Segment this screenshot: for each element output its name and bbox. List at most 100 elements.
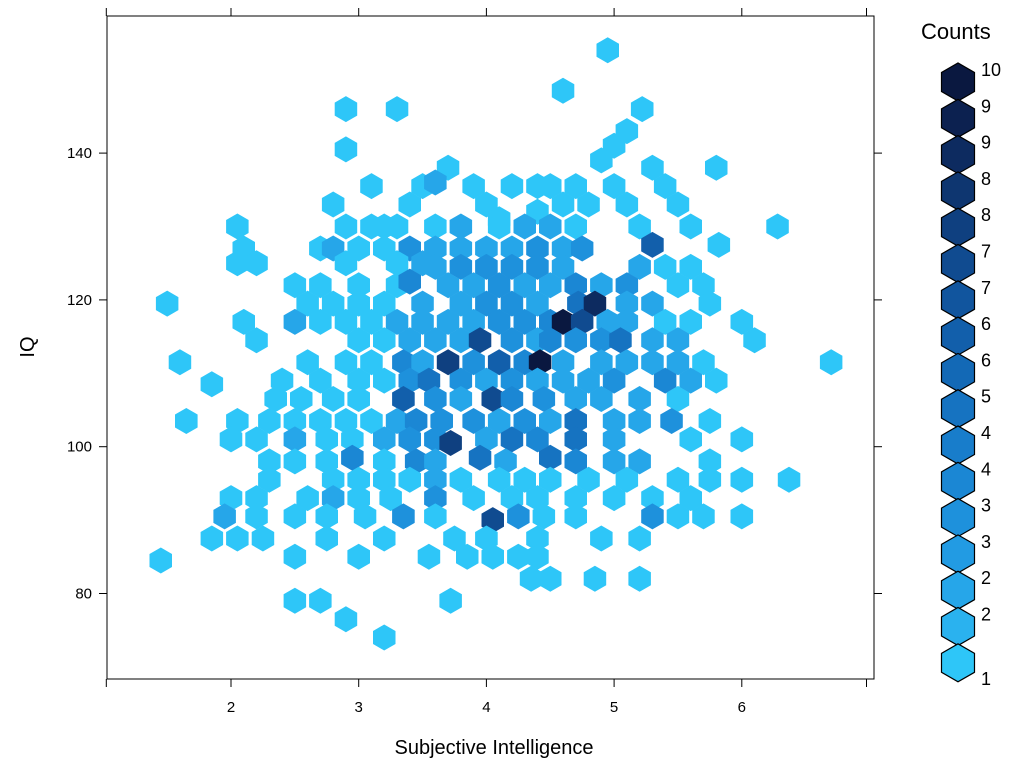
hex-cell (449, 213, 473, 240)
legend-label: 2 (981, 605, 991, 625)
hex-cell (353, 503, 377, 530)
hex-cell (539, 408, 562, 434)
hex-cell (743, 327, 766, 354)
hex-cell (679, 485, 702, 512)
hex-cell (347, 466, 370, 493)
hex-cell (583, 565, 607, 592)
legend-swatch (940, 352, 976, 393)
hex-cell (226, 213, 249, 240)
hex-cell (666, 466, 690, 493)
hex-cell (539, 466, 562, 493)
hex-cell (334, 213, 358, 240)
hex-cell (641, 290, 664, 317)
hex-cell (679, 308, 702, 335)
hex-cell (500, 367, 524, 394)
hex-cell (347, 386, 370, 412)
hex-cell (385, 308, 409, 335)
legend-swatch (940, 606, 976, 647)
legend-swatch (940, 461, 976, 501)
plot-area (149, 37, 843, 651)
legend-label: 3 (981, 496, 991, 516)
hex-cell (439, 430, 462, 456)
hex-cell (526, 525, 549, 552)
hex-cell (283, 426, 307, 453)
legend-swatch (940, 425, 976, 465)
hex-cell (526, 235, 549, 262)
hex-cell (513, 213, 536, 240)
hex-cell (296, 290, 319, 317)
hex-cell (487, 272, 511, 299)
hex-cell (321, 191, 345, 218)
hex-cell (615, 466, 639, 493)
hex-cell (641, 349, 664, 376)
hex-cell (462, 272, 485, 299)
hex-cell (398, 268, 421, 295)
hex-cell (341, 444, 364, 471)
legend-label: 9 (981, 96, 991, 116)
hex-cell (615, 290, 639, 317)
hex-cell (309, 587, 332, 614)
hex-cell (513, 466, 536, 493)
hex-cell (417, 543, 441, 570)
hex-cell (468, 444, 492, 471)
hex-cell (577, 367, 600, 394)
hex-cell (679, 426, 702, 453)
hex-cell (641, 154, 664, 181)
hex-cell (334, 349, 358, 376)
hex-cell (539, 444, 562, 471)
hex-cell (628, 565, 651, 592)
hex-cell (456, 543, 479, 570)
hex-cell (551, 191, 575, 218)
hex-cell (347, 290, 370, 317)
hex-cell (564, 426, 587, 453)
hex-cell (315, 525, 338, 552)
hex-cell (551, 253, 575, 280)
legend-swatch (940, 570, 976, 610)
hex-cell (385, 213, 409, 240)
hex-cell (577, 191, 600, 218)
hex-cell (590, 386, 613, 412)
hex-cell (309, 272, 332, 299)
hex-cell (628, 448, 651, 475)
hex-cell (424, 169, 447, 196)
hex-cell (334, 606, 358, 633)
hex-cell (551, 349, 575, 376)
hex-cell (653, 173, 677, 200)
y-axis-title: IQ (17, 336, 39, 357)
hex-cell (539, 327, 562, 354)
x-tick-label: 6 (738, 699, 746, 716)
hex-cell (462, 173, 485, 200)
hex-cell (766, 213, 789, 240)
hex-cell (630, 96, 654, 123)
hex-cell (564, 327, 587, 354)
hex-cell (321, 290, 345, 317)
legend-label: 4 (981, 459, 991, 479)
hex-cell (155, 290, 179, 317)
hex-cell (251, 525, 275, 552)
legend-swatch (940, 134, 976, 175)
hex-cell (698, 466, 722, 493)
hex-cell (264, 386, 287, 412)
hex-cell (258, 408, 281, 434)
hex-cell (666, 349, 690, 376)
hex-cell (398, 426, 421, 453)
hex-cell (245, 503, 268, 530)
y-tick-label: 120 (67, 292, 92, 309)
hex-cell (424, 327, 447, 354)
hex-cell (487, 408, 511, 434)
legend-label: 4 (981, 423, 991, 443)
hex-cell (245, 327, 268, 354)
x-tick-label: 4 (482, 699, 490, 716)
hex-cell (564, 386, 587, 412)
legend-swatch (940, 643, 976, 683)
hex-cell (487, 213, 511, 240)
hex-cell (360, 173, 383, 200)
hex-cell (283, 272, 307, 299)
hex-cell (698, 408, 722, 434)
hex-cell (398, 191, 421, 218)
hex-cell (666, 503, 690, 530)
hex-cell (602, 408, 626, 434)
hex-cell (373, 367, 396, 394)
hex-cell (577, 466, 600, 493)
